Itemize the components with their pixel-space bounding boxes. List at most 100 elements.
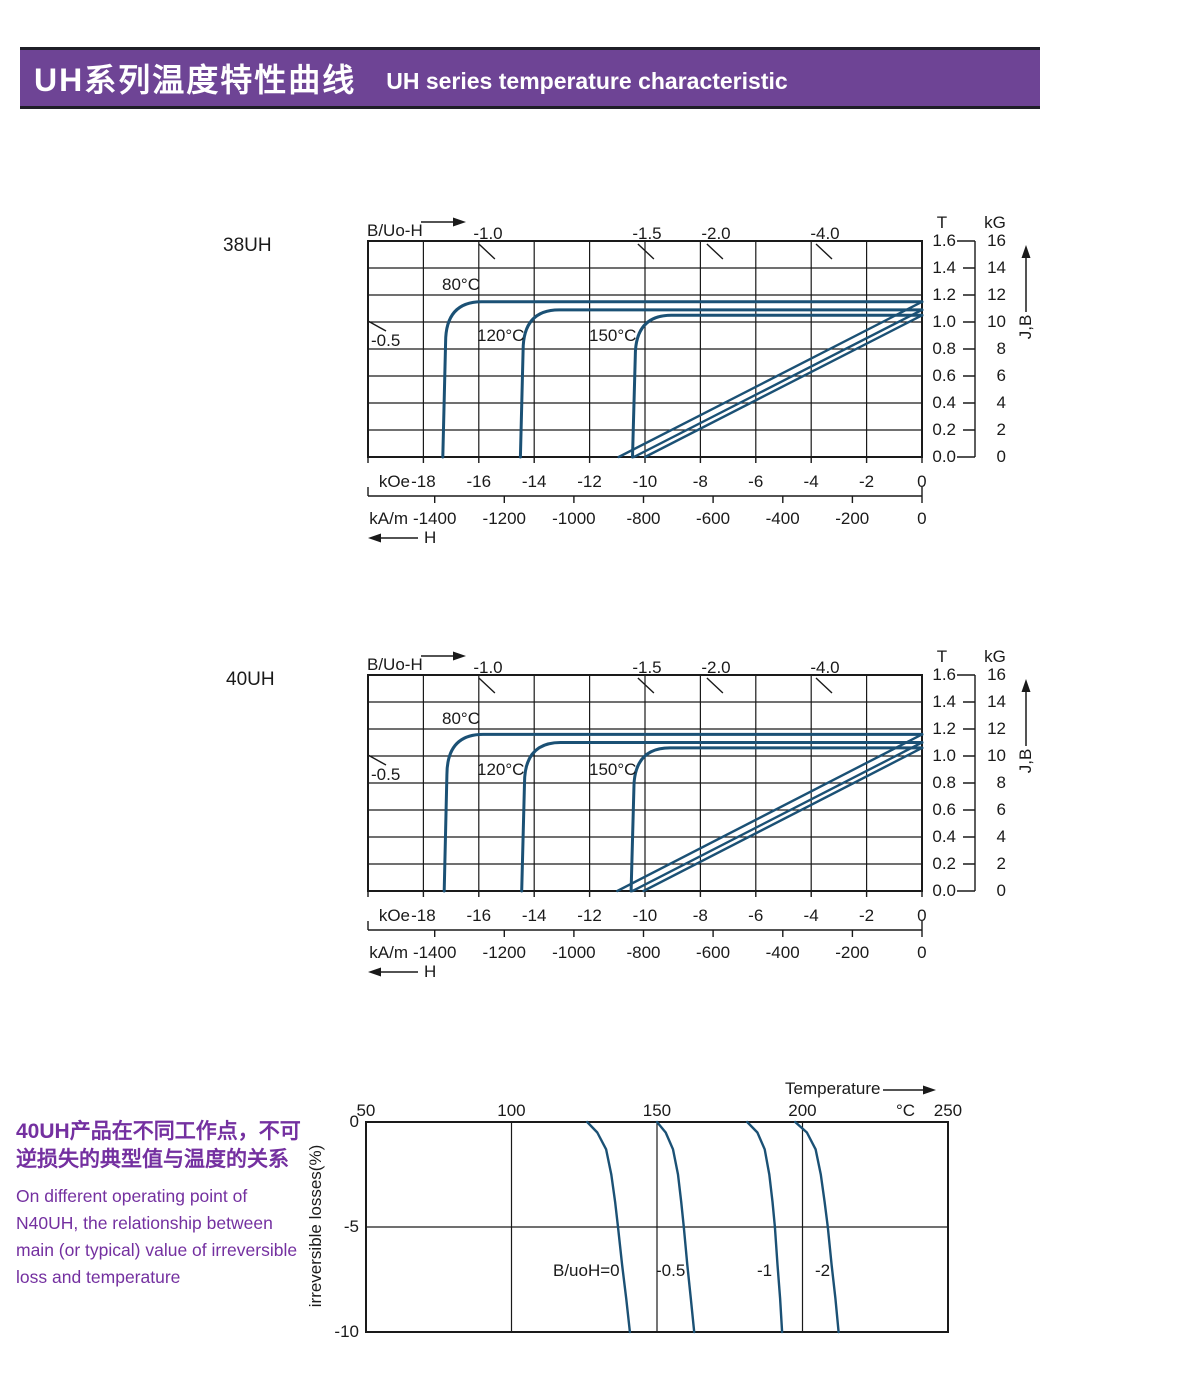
chart2-kam-unit: kA/m [369, 943, 408, 962]
chart2-series-label-150c: 150°C [589, 760, 637, 779]
axis-tick-label: 250 [933, 1101, 963, 1120]
axis-tick-label: 14 [987, 692, 1006, 711]
axis-tick-label: 8 [996, 773, 1006, 792]
chart2-koe-ticks: -18 -16 -14 -12 -10 -8 -6 -4 -2 0 [396, 907, 950, 925]
axis-tick-label: 14 [987, 258, 1006, 277]
axis-tick-label: 1.0 [932, 312, 956, 331]
axis-tick-label: 0.4 [932, 827, 956, 846]
axis-tick-label: 0.2 [932, 420, 956, 439]
chart2-gauss-ticks: 16 14 12 10 8 6 4 2 0 [978, 661, 1006, 904]
axis-tick-label: 1.0 [932, 746, 956, 765]
chart1-gauss-header: kG [984, 213, 1006, 232]
chart1-kam-ticks: -1400 -1200 -1000 -800 -600 -400 -200 0 [400, 510, 957, 528]
axis-tick-label: 6 [996, 366, 1006, 385]
axis-tick-label: 12 [987, 285, 1006, 304]
axis-tick-label: -16 [466, 906, 492, 925]
axis-tick-label: 1.6 [932, 231, 956, 250]
axis-tick-label: -1200 [482, 943, 527, 962]
axis-tick-label: 0.6 [932, 800, 956, 819]
chart3-x-ticks: 50 100 150 200 250 [293, 1102, 1021, 1120]
side-note-en-line: main (or typical) value of irreversible [16, 1240, 298, 1260]
axis-tick-label: 150 [642, 1101, 672, 1120]
axis-tick-label: 0 [996, 881, 1006, 900]
chart1-series-label-80c: 80°C [442, 275, 480, 294]
side-note-cn: 40UH产品在不同工作点，不可 逆损失的典型值与温度的关系 [16, 1118, 316, 1174]
side-note-cn-line: 40UH产品在不同工作点，不可 [16, 1120, 301, 1143]
chart1-top-axis-label: B/Uo-H [367, 221, 423, 240]
chart1-load-line-label: -1.0 [473, 224, 503, 243]
axis-tick-label: -800 [626, 509, 661, 528]
chart1-koe-unit: kOe [378, 472, 410, 491]
chart1-jb-axis-label: J,B [1016, 314, 1035, 340]
axis-tick-label: 2 [996, 854, 1006, 873]
chart2-load-line-label: -2.0 [701, 658, 731, 677]
chart1-title: 38UH [223, 235, 272, 256]
axis-tick-label: -400 [765, 509, 800, 528]
side-note-en-line: N40UH, the relationship between [16, 1213, 273, 1233]
side-note-en: On different operating point of N40UH, th… [16, 1183, 316, 1291]
chart1-series-label-150c: 150°C [589, 326, 637, 345]
chart3-grid [365, 1121, 949, 1333]
chart2-load-line-label: -1.5 [632, 658, 662, 677]
page-title-cn: UH系列温度特性曲线 [34, 62, 357, 98]
axis-tick-label: 100 [497, 1101, 526, 1120]
chart3-curve-label-1: -1 [757, 1261, 773, 1280]
chart2-tesla-header: T [936, 647, 948, 666]
axis-tick-label: -1000 [552, 509, 596, 528]
axis-tick-label: 8 [996, 339, 1006, 358]
chart3-curve-label-2: -2 [815, 1261, 831, 1280]
axis-tick-label: -18 [411, 472, 436, 491]
axis-tick-label: 1.6 [932, 665, 956, 684]
chart3-temperature-arrow [883, 1085, 936, 1095]
chart2-load-line-marks [367, 677, 833, 766]
axis-tick-label: -2 [858, 472, 875, 491]
axis-tick-label: 0 [996, 447, 1006, 466]
axis-tick-label: 2 [996, 420, 1006, 439]
chart1-load-line-label: -4.0 [810, 224, 840, 243]
chart1-load-line-marks [367, 243, 833, 332]
axis-tick-label: -200 [835, 509, 870, 528]
chart2-tesla-ticks: 1.6 1.4 1.2 1.0 0.8 0.6 0.4 0.2 0.0 [916, 661, 956, 904]
chart1-grid [367, 240, 923, 458]
axis-tick-label: -10 [632, 906, 658, 925]
chart1-gauss-ticks: 16 14 12 10 8 6 4 2 0 [978, 227, 1006, 470]
chart3-y-tick-0: 0 [349, 1112, 359, 1131]
chart2-load-line-label: -1.0 [473, 658, 503, 677]
axis-tick-label: -4 [803, 906, 819, 925]
chart1-tesla-header: T [936, 213, 948, 232]
axis-tick-label: 10 [987, 746, 1006, 765]
axis-tick-label: 1.4 [932, 258, 956, 277]
page-title-en: UH series temperature characteristic [386, 67, 788, 94]
chart2-koe-unit: kOe [378, 906, 410, 925]
chart1-h-arrow-label: H [424, 528, 437, 547]
axis-tick-label: 4 [996, 827, 1006, 846]
chart1-load-line-label: -1.5 [632, 224, 662, 243]
axis-tick-label: -800 [626, 943, 661, 962]
chart2-h-arrow-label: H [424, 962, 437, 981]
chart3-y-tick-10: -10 [334, 1322, 359, 1341]
axis-tick-label: -12 [577, 472, 602, 491]
chart3-y-tick-5: -5 [343, 1217, 359, 1236]
header-banner: UH系列温度特性曲线 UH series temperature charact… [20, 47, 1040, 109]
axis-tick-label: 50 [356, 1101, 376, 1120]
axis-tick-label: 0 [917, 943, 927, 962]
axis-tick-label: -16 [466, 472, 492, 491]
axis-tick-label: -1200 [482, 509, 527, 528]
chart2-load-line-label: -4.0 [810, 658, 840, 677]
chart1-koe-ticks: -18 -16 -14 -12 -10 -8 -6 -4 -2 0 [396, 473, 950, 491]
axis-tick-label: -6 [748, 472, 764, 491]
axis-tick-label: -8 [692, 472, 708, 491]
chart2-title: 40UH [226, 669, 275, 690]
chart1-kam-unit: kA/m [369, 509, 408, 528]
axis-tick-label: 0.4 [932, 393, 956, 412]
chart3-curves [586, 1120, 840, 1334]
chart2-curves [442, 732, 924, 893]
axis-tick-label: 1.2 [932, 285, 956, 304]
axis-tick-label: 10 [987, 312, 1006, 331]
side-note-en-line: On different operating point of [16, 1186, 248, 1206]
axis-tick-label: 0.6 [932, 366, 956, 385]
axis-tick-label: -4 [803, 472, 819, 491]
chart1-load-line-label: -2.0 [701, 224, 731, 243]
chart3-x-axis-title: Temperature [785, 1079, 881, 1098]
axis-tick-label: 16 [987, 231, 1006, 250]
